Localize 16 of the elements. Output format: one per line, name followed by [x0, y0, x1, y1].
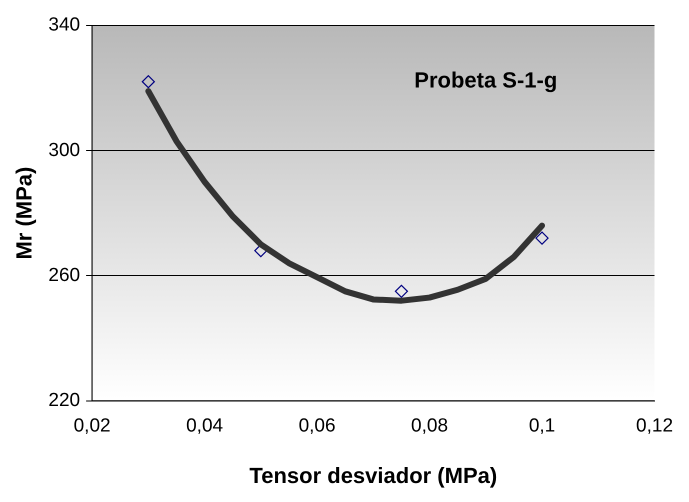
annotation: Probeta S-1-g [414, 67, 558, 92]
y-tick-label: 300 [48, 140, 80, 161]
point [535, 232, 549, 245]
y-tick-label: 340 [48, 14, 80, 36]
x-tick-label: 0,04 [186, 415, 224, 436]
y-tick-label: 220 [48, 390, 80, 412]
x-tick-label: 0,02 [74, 415, 111, 436]
x-tick-label: 0,1 [528, 415, 556, 436]
x-axis-title: Tensor desviador (MPa) [249, 462, 498, 488]
point [394, 284, 408, 298]
x-tick-label: 0,12 [636, 415, 673, 436]
x-tick-label: 0,06 [298, 415, 336, 436]
y-axis-title: Mr (MPa) [11, 166, 36, 260]
point [142, 75, 155, 88]
x-tick-label: 0,08 [411, 415, 448, 436]
y-tick-label: 260 [48, 264, 80, 286]
